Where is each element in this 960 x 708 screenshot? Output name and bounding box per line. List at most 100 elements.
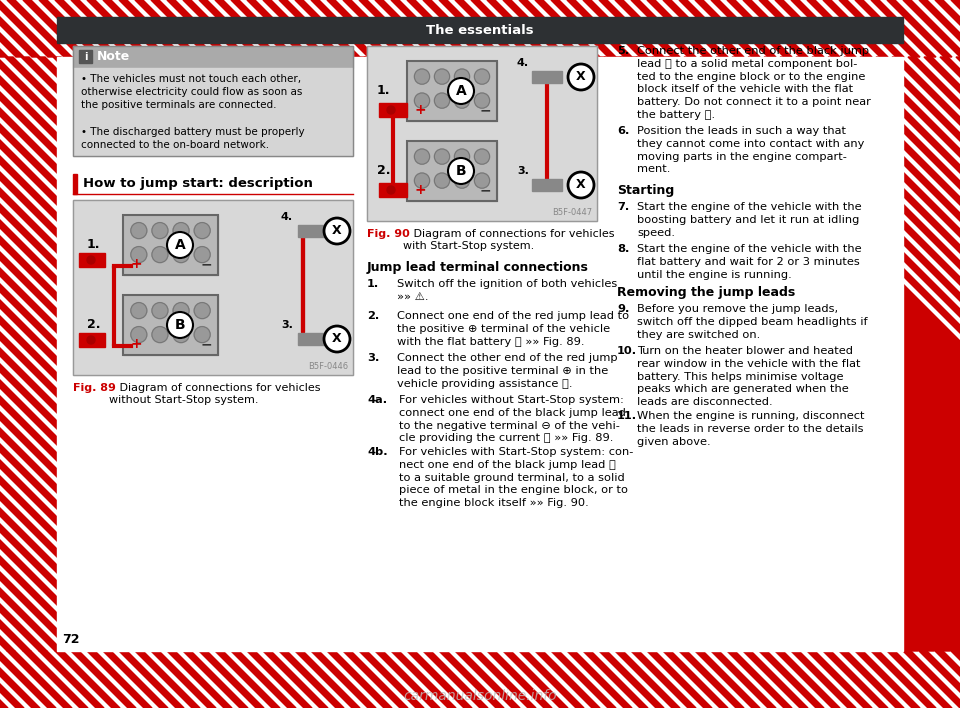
Polygon shape [588,57,960,651]
Polygon shape [284,57,886,651]
Text: 5.: 5. [617,46,629,56]
Text: B: B [456,164,467,178]
Polygon shape [183,651,248,708]
Polygon shape [517,57,960,651]
Polygon shape [0,57,575,651]
Polygon shape [780,57,960,651]
Text: • The vehicles must not touch each other,
otherwise electricity could flow as so: • The vehicles must not touch each other… [81,74,304,150]
Polygon shape [407,651,472,708]
Polygon shape [0,0,24,57]
Text: 3.: 3. [517,166,529,176]
Polygon shape [5,57,607,651]
Polygon shape [0,57,399,651]
Polygon shape [55,651,120,708]
Circle shape [87,336,95,344]
Polygon shape [631,651,696,708]
Polygon shape [7,0,72,57]
Text: 7.: 7. [617,202,629,212]
Polygon shape [135,0,200,57]
Polygon shape [213,57,815,651]
Text: Before you remove the jump leads,
switch off the dipped beam headlights if
they : Before you remove the jump leads, switch… [637,304,868,340]
Polygon shape [951,651,960,708]
Bar [407,61,497,121]
Text: Fig. 90: Fig. 90 [367,229,410,239]
Polygon shape [101,57,703,651]
Polygon shape [87,651,152,708]
Polygon shape [71,651,136,708]
Polygon shape [759,651,824,708]
Polygon shape [551,0,616,57]
Polygon shape [0,57,495,651]
Polygon shape [327,651,392,708]
Circle shape [454,93,469,108]
Polygon shape [396,57,960,651]
Polygon shape [423,651,488,708]
Polygon shape [357,57,959,651]
Polygon shape [252,57,854,651]
Polygon shape [0,57,527,651]
Polygon shape [460,57,960,651]
Circle shape [454,173,469,188]
Polygon shape [423,0,488,57]
Polygon shape [924,57,960,651]
Text: Diagram of connections for vehicles
with Start-Stop system.: Diagram of connections for vehicles with… [403,229,614,251]
Polygon shape [620,57,960,651]
Polygon shape [453,57,960,651]
Polygon shape [215,651,280,708]
Polygon shape [0,57,463,651]
Polygon shape [23,651,88,708]
Polygon shape [549,57,960,651]
Circle shape [474,173,490,188]
Polygon shape [444,57,960,651]
Polygon shape [55,0,120,57]
Circle shape [415,93,430,108]
Polygon shape [855,651,920,708]
Circle shape [194,326,210,343]
Polygon shape [645,57,960,651]
Polygon shape [412,57,960,651]
Polygon shape [261,57,863,651]
Polygon shape [295,651,360,708]
Polygon shape [311,0,376,57]
Bar [328,334,338,344]
Circle shape [194,222,210,239]
Polygon shape [428,57,960,651]
Polygon shape [519,651,584,708]
Text: A: A [456,84,467,98]
Bar [367,46,597,221]
Bar [407,141,497,201]
Text: 1.: 1. [87,239,101,251]
Circle shape [167,232,193,258]
Bar [123,215,218,275]
Polygon shape [679,0,744,57]
Bar [532,71,562,83]
Polygon shape [69,57,671,651]
Polygon shape [581,57,960,651]
Polygon shape [887,0,952,57]
Text: Starting: Starting [617,184,674,197]
Bar [0,651,960,708]
Bar [379,103,407,117]
Polygon shape [604,57,960,651]
Text: i: i [84,52,87,62]
Polygon shape [935,0,960,57]
Polygon shape [796,57,960,651]
Polygon shape [391,0,456,57]
Polygon shape [407,0,472,57]
Polygon shape [0,57,351,651]
Polygon shape [508,57,960,651]
Circle shape [152,246,168,263]
Polygon shape [133,57,735,651]
Circle shape [194,302,210,319]
Polygon shape [791,651,856,708]
Polygon shape [876,57,960,651]
Bar [73,46,353,156]
Polygon shape [551,651,616,708]
Polygon shape [167,0,232,57]
Polygon shape [263,0,328,57]
Circle shape [454,69,469,84]
Bar [123,295,218,355]
Polygon shape [668,57,960,651]
Polygon shape [629,57,960,651]
Circle shape [568,64,594,90]
